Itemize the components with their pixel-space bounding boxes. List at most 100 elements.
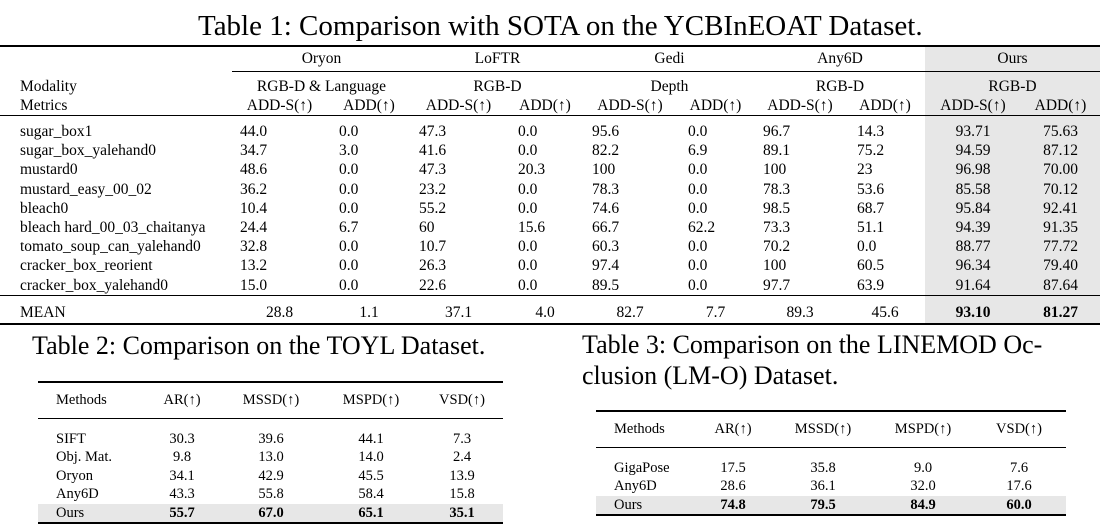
cell-value: 7.3 xyxy=(452,430,472,447)
column-header: AR(↑) xyxy=(714,421,752,437)
cell-value: 97.7 xyxy=(763,276,791,294)
cell-value: 23.2 xyxy=(419,180,447,198)
table-row: SIFT 30.3 39.6 44.1 7.3 xyxy=(38,424,503,448)
cell-value: 10.4 xyxy=(240,199,268,217)
mean-value: 89.3 xyxy=(786,304,814,322)
cell-value: 0.0 xyxy=(339,257,359,275)
cell-value: 0.0 xyxy=(518,122,538,140)
column-header: VSD(↑) xyxy=(996,421,1042,437)
table-row: cracker_box_reorient 13.2 0.0 26.3 0.0 97.4 0.… xyxy=(0,256,1100,276)
table3: Methods AR(↑) MSSD(↑) MSPD(↑) VSD(↑) GigaPos… xyxy=(596,410,1066,516)
cell-value: 14.3 xyxy=(857,122,885,140)
cell-value: 60 xyxy=(419,218,435,236)
cell-value: 0.0 xyxy=(518,180,538,198)
cell-value: 17.5 xyxy=(720,459,746,476)
cell-value: 39.6 xyxy=(258,430,284,447)
cell-value: 35.1 xyxy=(449,504,475,521)
method-header-oryon: Oryon xyxy=(301,50,342,68)
table-row: sugar_box_yalehand0 34.7 3.0 41.6 0.0 82.2 6.9… xyxy=(0,141,1100,161)
table-row: cracker_box_yalehand0 15.0 0.0 22.6 0.0 89.5 0… xyxy=(0,275,1100,296)
mean-value: 81.27 xyxy=(1021,302,1100,325)
cell-value: 87.64 xyxy=(1021,275,1100,296)
cell-value: 60.3 xyxy=(592,238,620,256)
cell-value: 43.3 xyxy=(169,486,195,502)
table-row: tomato_soup_can_yalehand0 32.8 0.0 10.7 0.0 6… xyxy=(0,237,1100,257)
mean-value: 28.8 xyxy=(265,304,294,322)
cell-value: 89.1 xyxy=(763,142,791,160)
cell-value: 15.8 xyxy=(449,486,475,502)
cell-value: 70.00 xyxy=(1021,160,1100,180)
cell-value: 24.4 xyxy=(240,218,268,236)
cell-value: 26.3 xyxy=(419,257,447,275)
table3-caption-line2: clusion (LM-O) Dataset. xyxy=(582,361,839,390)
cell-value: 47.3 xyxy=(419,161,447,179)
cell-value: 6.7 xyxy=(339,218,359,236)
cell-value: 92.41 xyxy=(1021,198,1100,218)
cell-value: 87.12 xyxy=(1021,141,1100,161)
mean-label: MEAN xyxy=(20,304,66,322)
cell-value: 44.0 xyxy=(240,122,268,140)
cell-value: 96.7 xyxy=(763,122,791,140)
cell-value: 89.5 xyxy=(592,276,620,294)
cell-value: 9.8 xyxy=(172,449,192,465)
table-row: GigaPose 17.5 35.8 9.0 7.6 xyxy=(596,453,1066,477)
column-header: AR(↑) xyxy=(163,392,201,408)
row-label: mustard_easy_00_02 xyxy=(20,180,152,198)
cell-value: 22.6 xyxy=(419,276,447,294)
cell-value: 84.9 xyxy=(910,496,936,513)
method-name: Obj. Mat. xyxy=(56,449,112,465)
cell-value: 65.1 xyxy=(358,504,384,521)
cell-value: 41.6 xyxy=(419,142,447,160)
table2-caption: Table 2: Comparison on the TOYL Dataset. xyxy=(32,331,486,360)
cell-value: 74.6 xyxy=(592,199,620,217)
table-row: mustard_easy_00_02 36.2 0.0 23.2 0.0 78.3 0.0 7… xyxy=(0,179,1100,199)
cell-value: 93.71 xyxy=(925,121,1021,142)
table-row: bleach hard_00_03_chaitanya 24.4 6.7 60 15.6… xyxy=(0,217,1100,238)
cell-value: 55.7 xyxy=(169,504,195,521)
cell-value: 68.7 xyxy=(857,199,885,217)
cell-value: 0.0 xyxy=(688,161,708,179)
row-label: bleach hard_00_03_chaitanya xyxy=(20,218,206,236)
cell-value: 0.0 xyxy=(518,238,538,256)
cell-value: 23 xyxy=(857,161,873,179)
row-label: mustard0 xyxy=(20,161,78,179)
method-name: Ours xyxy=(614,496,643,513)
cell-value: 0.0 xyxy=(518,199,538,217)
metric-header-adds: ADD-S(↑) xyxy=(767,97,833,115)
cell-value: 97.4 xyxy=(592,257,620,275)
table3-caption-line1: Table 3: Comparison on the LINEMOD Oc- xyxy=(582,330,1043,359)
cell-value: 60.0 xyxy=(1006,496,1032,513)
metric-header-adds: ADD-S(↑) xyxy=(425,97,492,115)
row-label: cracker_box_yalehand0 xyxy=(20,276,169,294)
cell-value: 78.3 xyxy=(763,180,791,198)
table2: Methods AR(↑) MSSD(↑) MSPD(↑) VSD(↑) SIFT 30.… xyxy=(38,381,503,524)
cell-value: 0.0 xyxy=(339,161,359,179)
metric-header-adds: ADD-S(↑) xyxy=(597,97,663,115)
cell-value: 95.6 xyxy=(592,122,620,140)
mean-value: 4.0 xyxy=(535,304,555,322)
modality-oryon: RGB-D & Language xyxy=(256,78,387,95)
cell-value: 0.0 xyxy=(857,238,877,256)
mean-value: 7.7 xyxy=(705,304,726,322)
cell-value: 3.0 xyxy=(339,142,359,160)
method-header-gedi: Gedi xyxy=(654,50,685,68)
cell-value: 77.72 xyxy=(1021,237,1100,257)
cell-value: 96.98 xyxy=(925,160,1021,180)
table1-corner xyxy=(0,46,232,71)
column-header: VSD(↑) xyxy=(439,392,485,408)
cell-value: 6.9 xyxy=(688,142,708,160)
cell-value: 14.0 xyxy=(358,449,384,465)
cell-value: 63.9 xyxy=(857,276,885,294)
method-name: Oryon xyxy=(56,467,94,484)
cell-value: 100 xyxy=(592,161,616,179)
metric-header-add: ADD(↑) xyxy=(1021,96,1100,116)
modality-loftr: RGB-D xyxy=(473,78,522,95)
column-header: Methods xyxy=(56,392,107,408)
method-name: GigaPose xyxy=(614,459,670,476)
cell-value: 60.5 xyxy=(857,257,885,275)
cell-value: 0.0 xyxy=(688,238,708,256)
row-label: tomato_soup_can_yalehand0 xyxy=(20,238,201,256)
cell-value: 94.39 xyxy=(925,217,1021,238)
cell-value: 13.2 xyxy=(240,257,268,275)
cell-value: 30.3 xyxy=(169,430,195,447)
